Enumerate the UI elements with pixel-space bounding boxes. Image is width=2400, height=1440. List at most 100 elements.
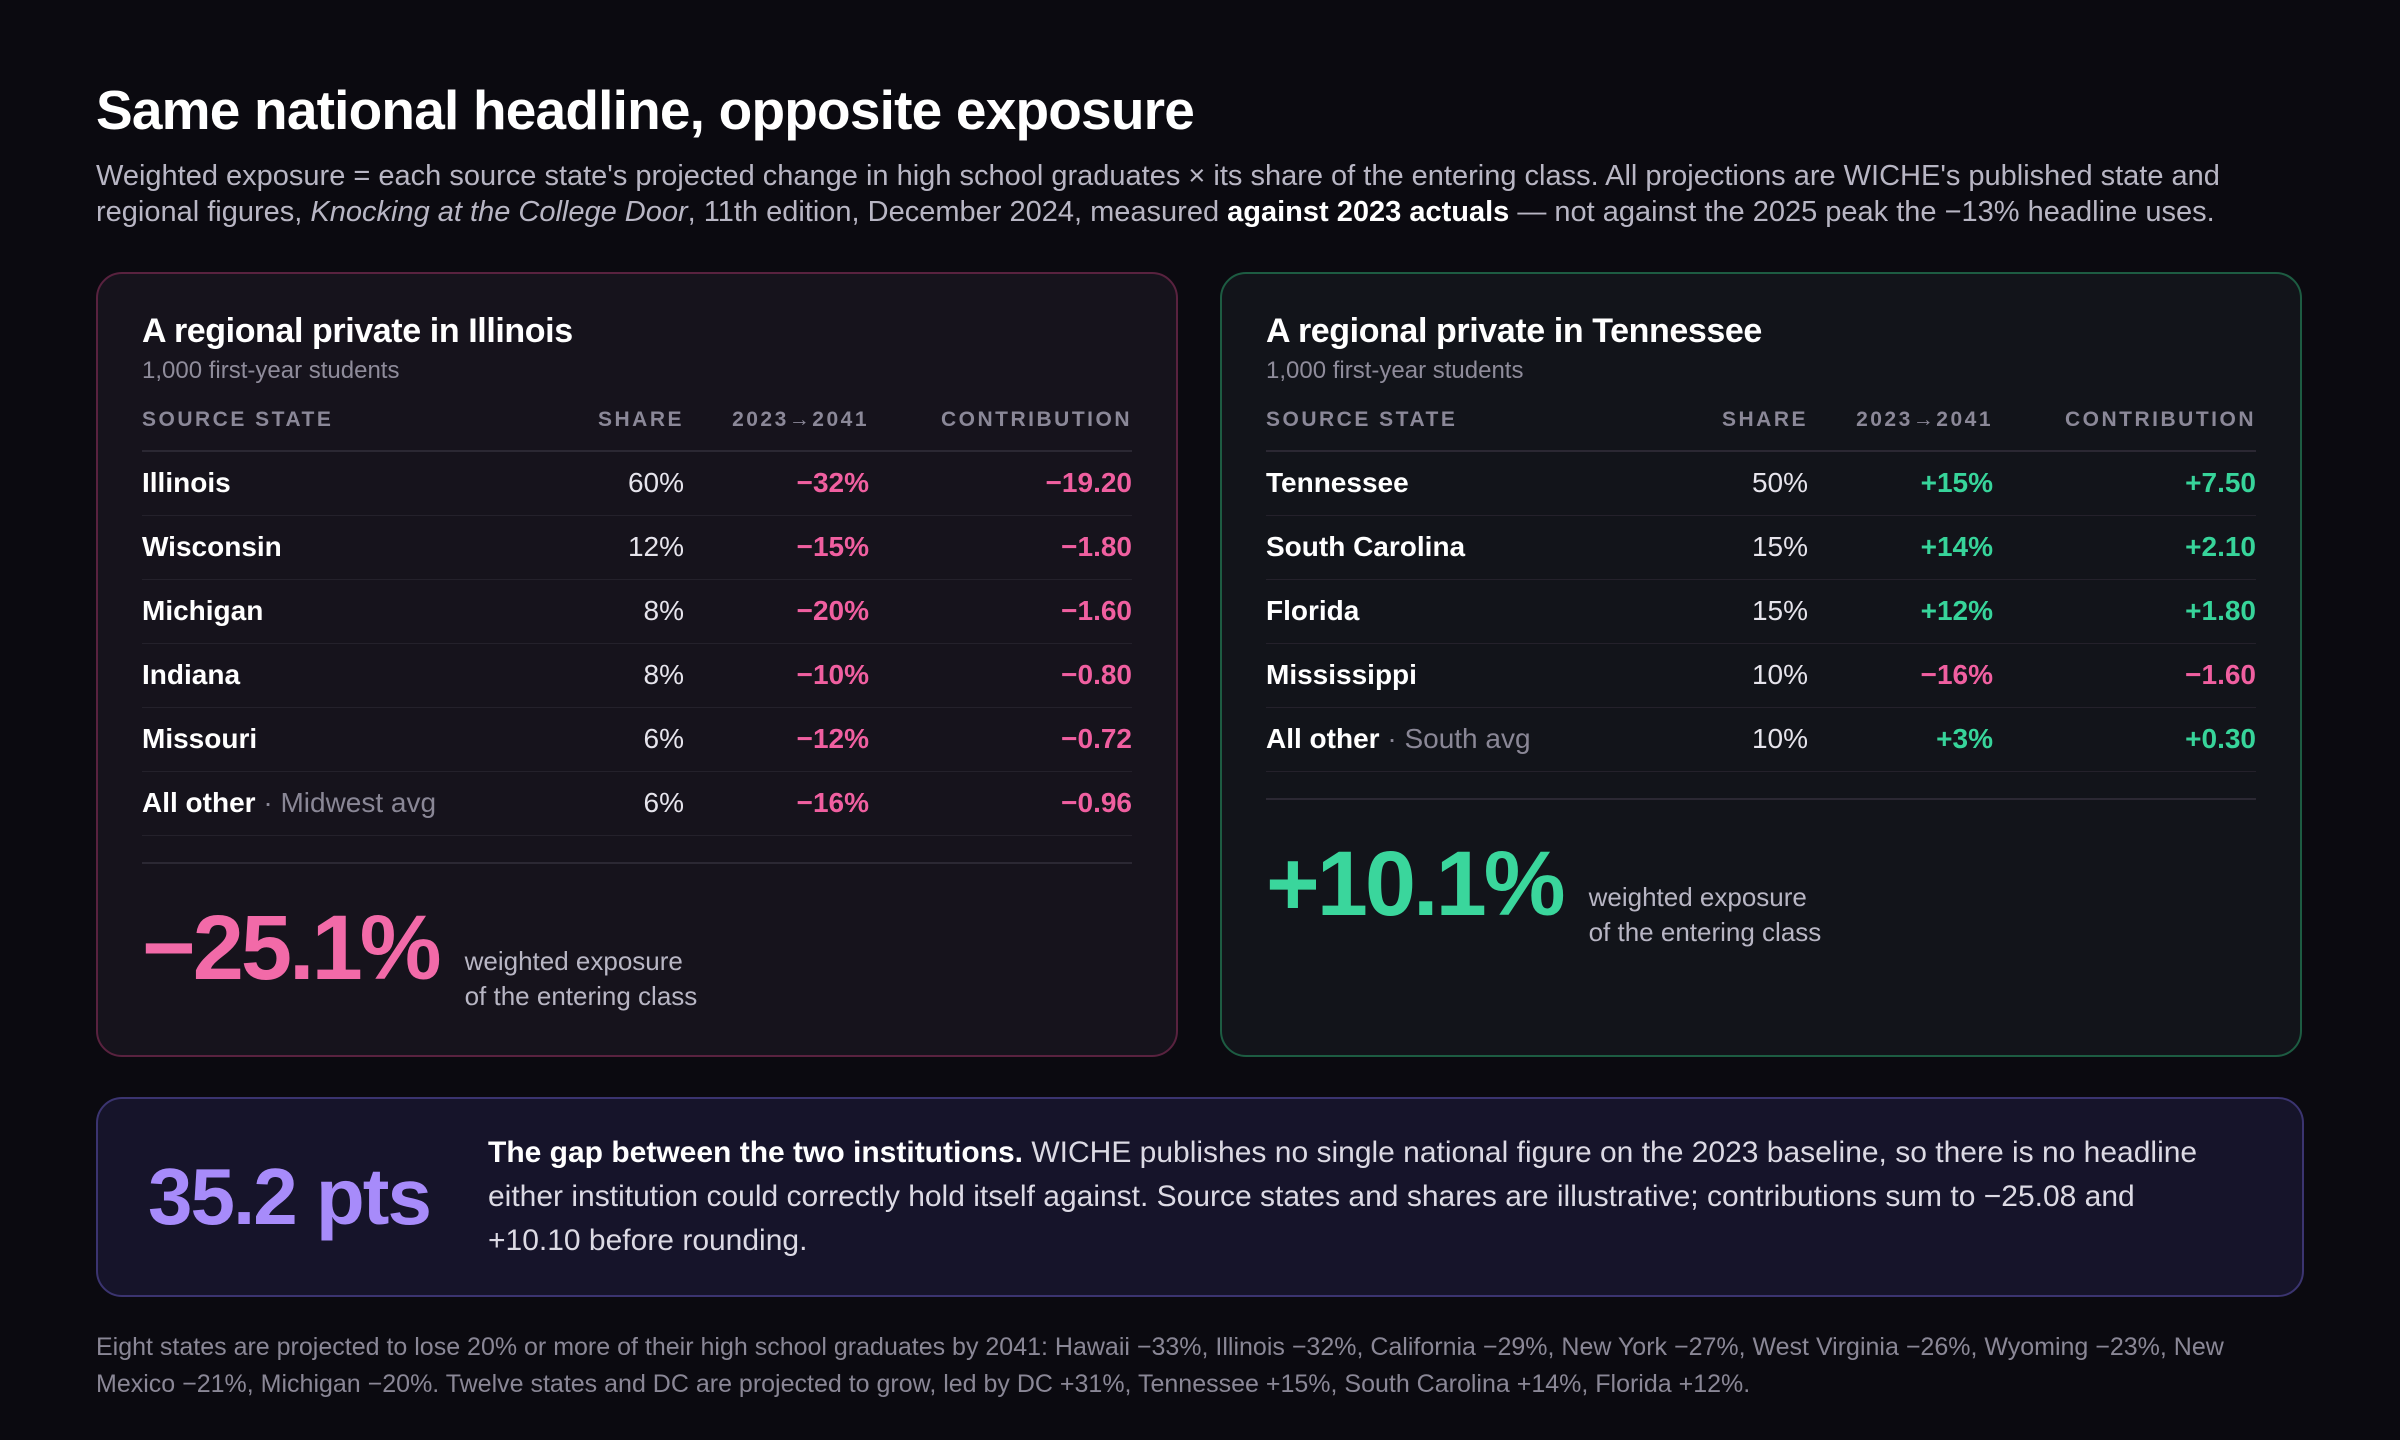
share-cell: 60% — [544, 451, 684, 516]
share-cell: 12% — [544, 515, 684, 580]
share-cell: 6% — [544, 771, 684, 836]
illinois-table: SOURCE STATE SHARE 2023→2041 CONTRIBUTIO… — [142, 408, 1132, 836]
contribution-cell: −0.96 — [869, 771, 1132, 836]
label-line-2: of the entering class — [464, 980, 698, 1011]
state-cell: All other · South avg — [1266, 707, 1668, 772]
table-row: All other · South avg 10% +3% +0.30 — [1266, 707, 2256, 772]
share-cell: 15% — [1668, 515, 1808, 580]
weighted-exposure-label: weighted exposure of the entering class — [465, 944, 698, 1014]
contribution-cell: −1.60 — [869, 579, 1132, 644]
state-name: Tennessee — [1266, 467, 1409, 499]
subtitle-book-title: Knocking at the College Door — [310, 196, 688, 228]
share-cell: 10% — [1668, 707, 1808, 772]
change-cell: +15% — [1808, 451, 1993, 516]
state-name: Wisconsin — [142, 531, 282, 562]
state-cell: Michigan — [142, 579, 544, 644]
table-row: South Carolina 15% +14% +2.10 — [1266, 515, 2256, 580]
footnote: Eight states are projected to lose 20% o… — [96, 1333, 2224, 1398]
change-cell: −20% — [684, 579, 869, 644]
contribution-cell: −1.60 — [1993, 643, 2256, 708]
table-row: Florida 15% +12% +1.80 — [1266, 579, 2256, 644]
column-header-contribution: CONTRIBUTION — [869, 408, 1132, 452]
contribution-cell: −19.20 — [869, 451, 1132, 516]
illinois-total: −25.1% weighted exposure of the entering… — [142, 902, 1132, 1011]
share-cell: 10% — [1668, 643, 1808, 708]
state-cell: Indiana — [142, 643, 544, 708]
column-header-change: 2023→2041 — [684, 408, 869, 452]
state-name: Indiana — [142, 659, 241, 690]
contribution-cell: +7.50 — [1993, 451, 2256, 516]
label-line-1: weighted exposure — [464, 945, 683, 976]
table-row: Tennessee 50% +15% +7.50 — [1266, 451, 2256, 516]
state-note: · South avg — [1379, 723, 1531, 754]
tennessee-card: A regional private in Tennessee 1,000 fi… — [1220, 272, 2302, 1057]
share-cell: 8% — [544, 579, 684, 644]
state-name: Missouri — [142, 723, 258, 754]
label-line-1: weighted exposure — [1588, 881, 1807, 912]
state-name: Florida — [1266, 595, 1360, 626]
tennessee-rows: Tennessee 50% +15% +7.50 South Carolina 15% +1… — [1266, 451, 2256, 772]
card-subtitle: 1,000 first-year students — [142, 357, 400, 384]
institution-cards: A regional private in Illinois 1,000 fir… — [96, 272, 2304, 1057]
table-row: Missouri 6% −12% −0.72 — [142, 707, 1132, 772]
change-cell: −15% — [684, 515, 869, 580]
state-cell: Missouri — [142, 707, 544, 772]
change-cell: −10% — [684, 643, 869, 708]
change-cell: −16% — [1808, 643, 1993, 708]
table-row: Mississippi 10% −16% −1.60 — [1266, 643, 2256, 708]
change-cell: −32% — [684, 451, 869, 516]
state-cell: All other · Midwest avg — [142, 771, 544, 836]
subtitle-emphasis: against 2023 actuals — [1227, 196, 1510, 228]
state-name: Michigan — [142, 595, 264, 626]
column-header-state: SOURCE STATE — [142, 408, 544, 452]
weighted-exposure-label: weighted exposure of the entering class — [1589, 880, 1822, 950]
state-cell: Wisconsin — [142, 515, 544, 580]
page-title: Same national headline, opposite exposur… — [96, 79, 1195, 141]
state-cell: Florida — [1266, 579, 1668, 644]
state-name: Illinois — [142, 467, 231, 499]
table-header-row: SOURCE STATE SHARE 2023→2041 CONTRIBUTIO… — [1266, 408, 2256, 452]
state-cell: South Carolina — [1266, 515, 1668, 580]
share-cell: 15% — [1668, 579, 1808, 644]
contribution-cell: +0.30 — [1993, 707, 2256, 772]
state-cell: Illinois — [142, 451, 544, 516]
divider — [1266, 797, 2256, 800]
card-subtitle: 1,000 first-year students — [1266, 357, 1524, 384]
table-row: Indiana 8% −10% −0.80 — [142, 643, 1132, 708]
label-line-2: of the entering class — [1588, 916, 1822, 947]
contribution-cell: +1.80 — [1993, 579, 2256, 644]
gap-explanation: The gap between the two institutions. WI… — [488, 1131, 2228, 1263]
illinois-card: A regional private in Illinois 1,000 fir… — [96, 272, 1178, 1057]
table-row: Michigan 8% −20% −1.60 — [142, 579, 1132, 644]
state-cell: Mississippi — [1266, 643, 1668, 708]
change-cell: +3% — [1808, 707, 1993, 772]
state-name: All other — [142, 787, 256, 818]
tennessee-total: +10.1% weighted exposure of the entering… — [1266, 832, 2256, 947]
change-cell: −12% — [684, 707, 869, 772]
subtitle-text-1: Weighted exposure = each source state's … — [96, 160, 2220, 228]
card-title: A regional private in Illinois — [142, 312, 573, 350]
share-cell: 6% — [544, 707, 684, 772]
column-header-change: 2023→2041 — [1808, 408, 1993, 452]
state-cell: Tennessee — [1266, 451, 1668, 516]
gap-callout: 35.2 pts The gap between the two institu… — [96, 1097, 2304, 1297]
state-note: · Midwest avg — [255, 787, 437, 818]
state-name: South Carolina — [1266, 531, 1466, 562]
table-row: All other · Midwest avg 6% −16% −0.96 — [142, 771, 1132, 836]
gap-lead: The gap between the two institutions. — [488, 1136, 1024, 1169]
contribution-cell: +2.10 — [1993, 515, 2256, 580]
divider — [142, 861, 1132, 864]
share-cell: 8% — [544, 643, 684, 708]
weighted-exposure-value: +10.1% — [1266, 832, 1566, 935]
table-row: Wisconsin 12% −15% −1.80 — [142, 515, 1132, 580]
table-header-row: SOURCE STATE SHARE 2023→2041 CONTRIBUTIO… — [142, 408, 1132, 452]
gap-body: WICHE publishes no single national figur… — [488, 1136, 2198, 1257]
change-cell: +12% — [1808, 579, 1993, 644]
card-title: A regional private in Tennessee — [1266, 312, 1762, 350]
tennessee-table: SOURCE STATE SHARE 2023→2041 CONTRIBUTIO… — [1266, 408, 2256, 772]
gap-value: 35.2 pts — [148, 1152, 432, 1241]
state-name: Mississippi — [1266, 659, 1417, 690]
state-name: All other — [1266, 723, 1380, 754]
illinois-rows: Illinois 60% −32% −19.20 Wisconsin 12% −15% −1.… — [142, 451, 1132, 836]
